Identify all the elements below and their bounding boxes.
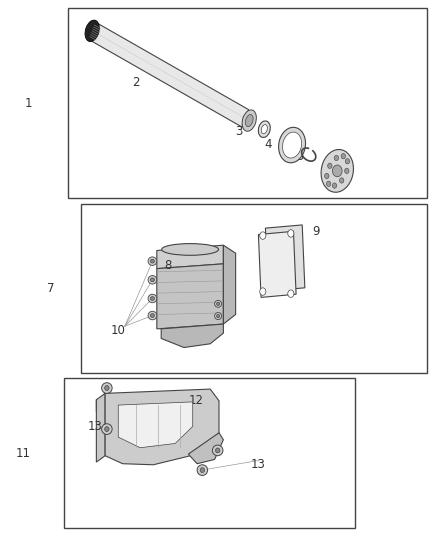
Ellipse shape	[102, 383, 112, 393]
Ellipse shape	[105, 386, 109, 390]
Ellipse shape	[283, 132, 302, 158]
Circle shape	[288, 290, 294, 297]
Ellipse shape	[215, 448, 220, 453]
Circle shape	[341, 154, 346, 159]
Bar	[68, 8, 427, 198]
Polygon shape	[161, 324, 223, 348]
Ellipse shape	[215, 312, 222, 320]
Ellipse shape	[242, 110, 256, 131]
Circle shape	[334, 155, 339, 160]
Ellipse shape	[148, 311, 157, 320]
Ellipse shape	[148, 276, 157, 284]
Polygon shape	[223, 245, 236, 324]
Text: 8: 8	[164, 259, 171, 272]
Polygon shape	[157, 264, 223, 329]
Ellipse shape	[105, 426, 109, 432]
Text: 9: 9	[312, 225, 320, 238]
Circle shape	[260, 288, 266, 295]
Ellipse shape	[150, 313, 154, 317]
Text: 11: 11	[15, 447, 30, 459]
Ellipse shape	[200, 468, 205, 472]
Circle shape	[326, 181, 331, 187]
Polygon shape	[96, 393, 105, 462]
Text: 10: 10	[111, 324, 126, 337]
Circle shape	[288, 230, 294, 237]
Ellipse shape	[150, 296, 154, 301]
Ellipse shape	[197, 465, 208, 475]
Text: 12: 12	[189, 394, 204, 407]
Ellipse shape	[148, 257, 157, 265]
Circle shape	[332, 183, 337, 188]
Ellipse shape	[216, 314, 219, 318]
Polygon shape	[118, 402, 193, 448]
Polygon shape	[91, 23, 249, 127]
Polygon shape	[188, 433, 223, 464]
Circle shape	[339, 178, 344, 183]
Ellipse shape	[102, 424, 112, 434]
Ellipse shape	[162, 244, 219, 255]
Ellipse shape	[216, 302, 219, 305]
Ellipse shape	[150, 278, 154, 281]
Text: 6: 6	[334, 169, 342, 182]
Circle shape	[325, 173, 329, 179]
Circle shape	[345, 159, 350, 164]
Circle shape	[332, 165, 342, 177]
Ellipse shape	[212, 445, 223, 456]
Polygon shape	[265, 225, 305, 291]
Bar	[64, 378, 355, 528]
Ellipse shape	[279, 127, 306, 163]
Ellipse shape	[321, 149, 353, 192]
Ellipse shape	[258, 121, 270, 138]
Bar	[81, 204, 427, 373]
Polygon shape	[105, 389, 219, 465]
Text: 3: 3	[235, 125, 242, 138]
Circle shape	[345, 168, 349, 174]
Text: 2: 2	[132, 76, 140, 89]
Circle shape	[328, 163, 332, 168]
Text: 13: 13	[251, 458, 266, 471]
Ellipse shape	[85, 20, 99, 42]
Text: 7: 7	[46, 282, 54, 295]
Ellipse shape	[261, 125, 267, 134]
Polygon shape	[258, 231, 296, 297]
Text: 13: 13	[88, 420, 103, 433]
Polygon shape	[96, 395, 201, 411]
Ellipse shape	[150, 260, 154, 263]
Ellipse shape	[245, 115, 253, 127]
Circle shape	[260, 232, 266, 239]
Text: 5: 5	[297, 150, 304, 163]
Ellipse shape	[215, 301, 222, 307]
Text: 4: 4	[264, 139, 272, 151]
Polygon shape	[157, 245, 223, 269]
Text: 1: 1	[25, 98, 32, 110]
Ellipse shape	[148, 294, 157, 303]
